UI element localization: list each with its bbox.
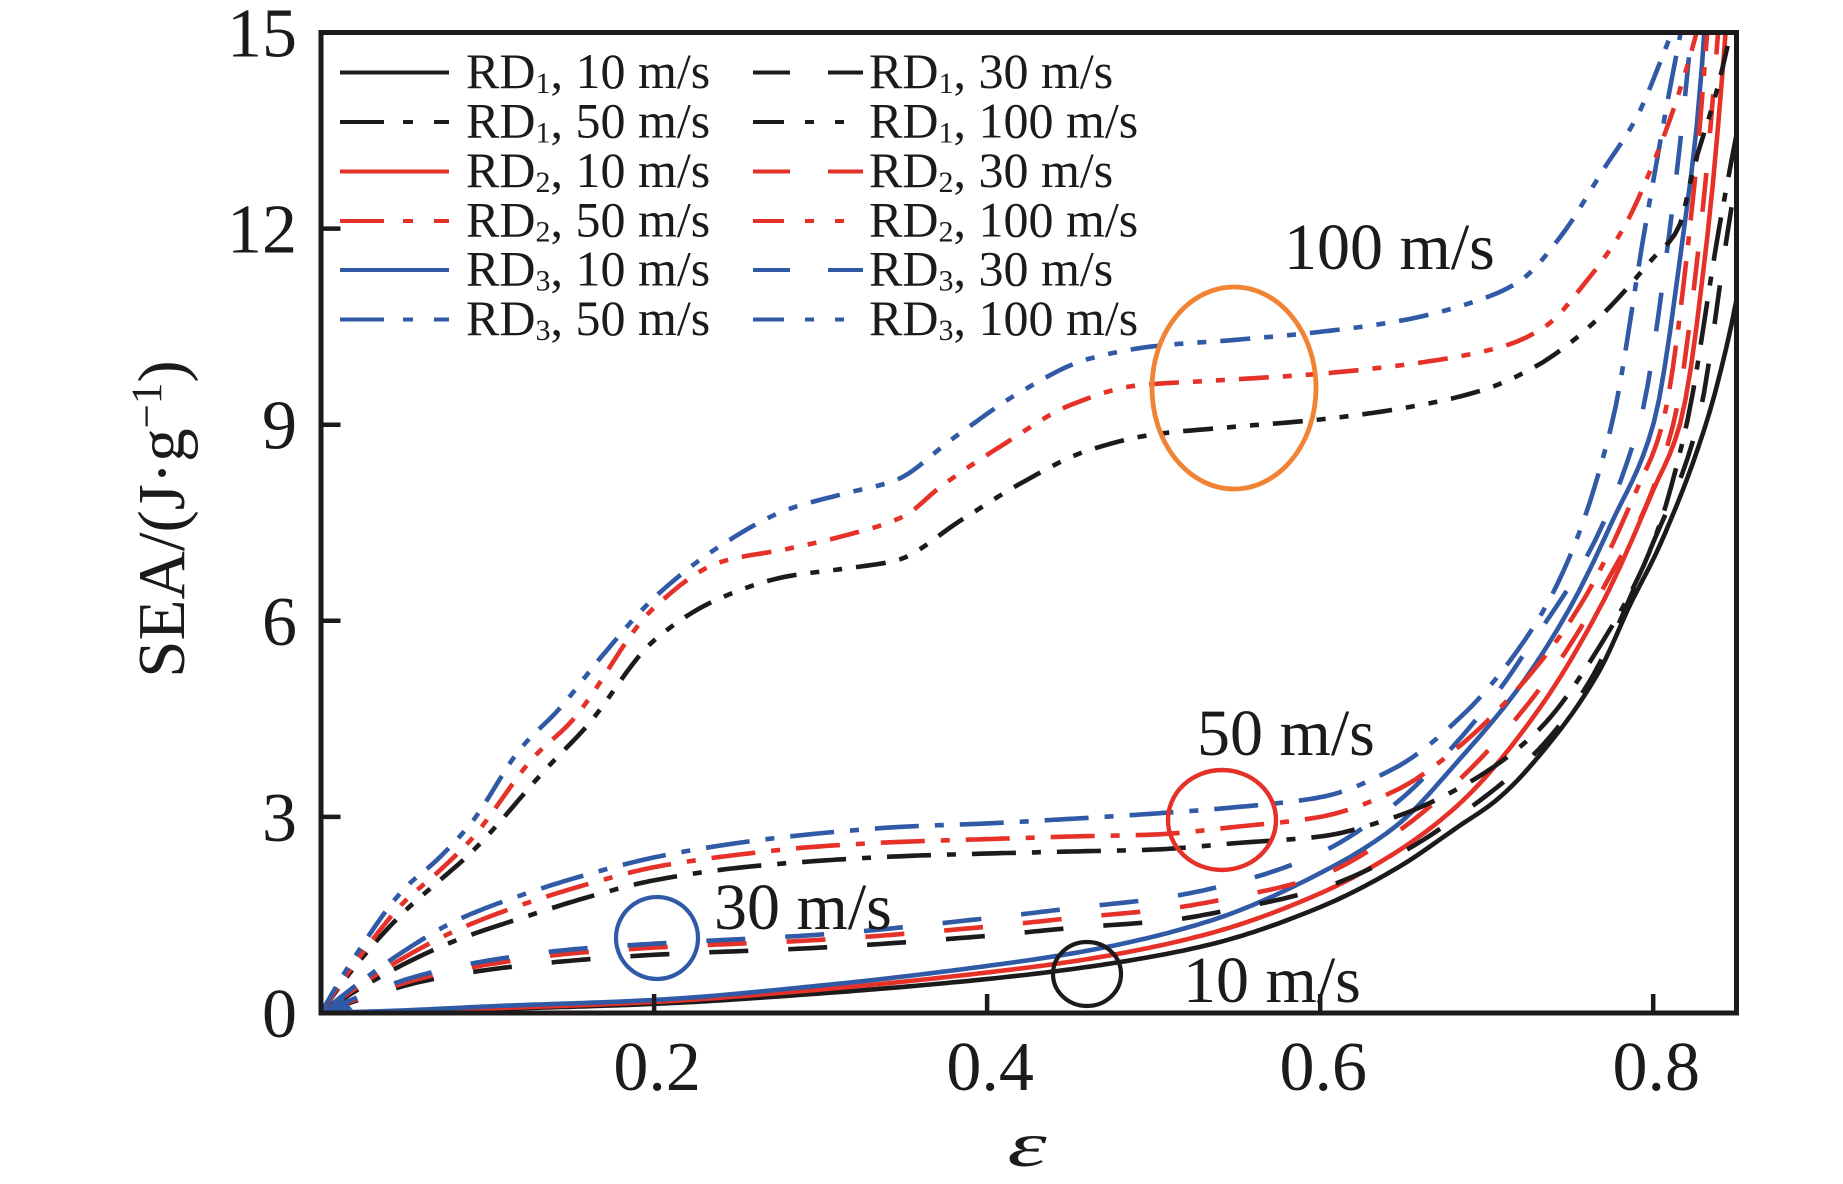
svg-text:RD2, 10 m/s: RD2, 10 m/s: [466, 142, 710, 199]
svg-text:RD2, 50 m/s: RD2, 50 m/s: [466, 192, 710, 249]
svg-text:15: 15: [227, 0, 297, 73]
svg-text:RD3, 10 m/s: RD3, 10 m/s: [466, 241, 710, 298]
svg-text:100 m/s: 100 m/s: [1284, 211, 1495, 284]
svg-text:ε: ε: [1007, 1110, 1046, 1179]
svg-text:RD2, 100 m/s: RD2, 100 m/s: [869, 192, 1138, 249]
svg-text:3: 3: [262, 780, 297, 857]
svg-text:10 m/s: 10 m/s: [1183, 944, 1361, 1017]
svg-text:RD2, 30 m/s: RD2, 30 m/s: [869, 142, 1113, 199]
svg-text:RD1, 10 m/s: RD1, 10 m/s: [466, 43, 710, 100]
svg-text:RD3, 100 m/s: RD3, 100 m/s: [869, 290, 1138, 347]
svg-text:RD1, 50 m/s: RD1, 50 m/s: [466, 93, 710, 150]
svg-text:50 m/s: 50 m/s: [1197, 697, 1375, 770]
svg-text:RD1, 100 m/s: RD1, 100 m/s: [869, 93, 1138, 150]
svg-text:RD1, 30 m/s: RD1, 30 m/s: [869, 43, 1113, 100]
svg-text:9: 9: [262, 388, 297, 465]
svg-text:12: 12: [227, 192, 297, 269]
svg-text:0.8: 0.8: [1612, 1029, 1700, 1106]
svg-text:0.2: 0.2: [613, 1029, 701, 1106]
svg-text:6: 6: [262, 584, 297, 661]
svg-text:0.6: 0.6: [1279, 1029, 1367, 1106]
svg-text:RD3, 30 m/s: RD3, 30 m/s: [869, 241, 1113, 298]
svg-text:30 m/s: 30 m/s: [714, 871, 892, 944]
svg-text:RD3, 50 m/s: RD3, 50 m/s: [466, 290, 710, 347]
svg-text:0: 0: [262, 976, 297, 1053]
svg-text:0.4: 0.4: [946, 1029, 1034, 1106]
